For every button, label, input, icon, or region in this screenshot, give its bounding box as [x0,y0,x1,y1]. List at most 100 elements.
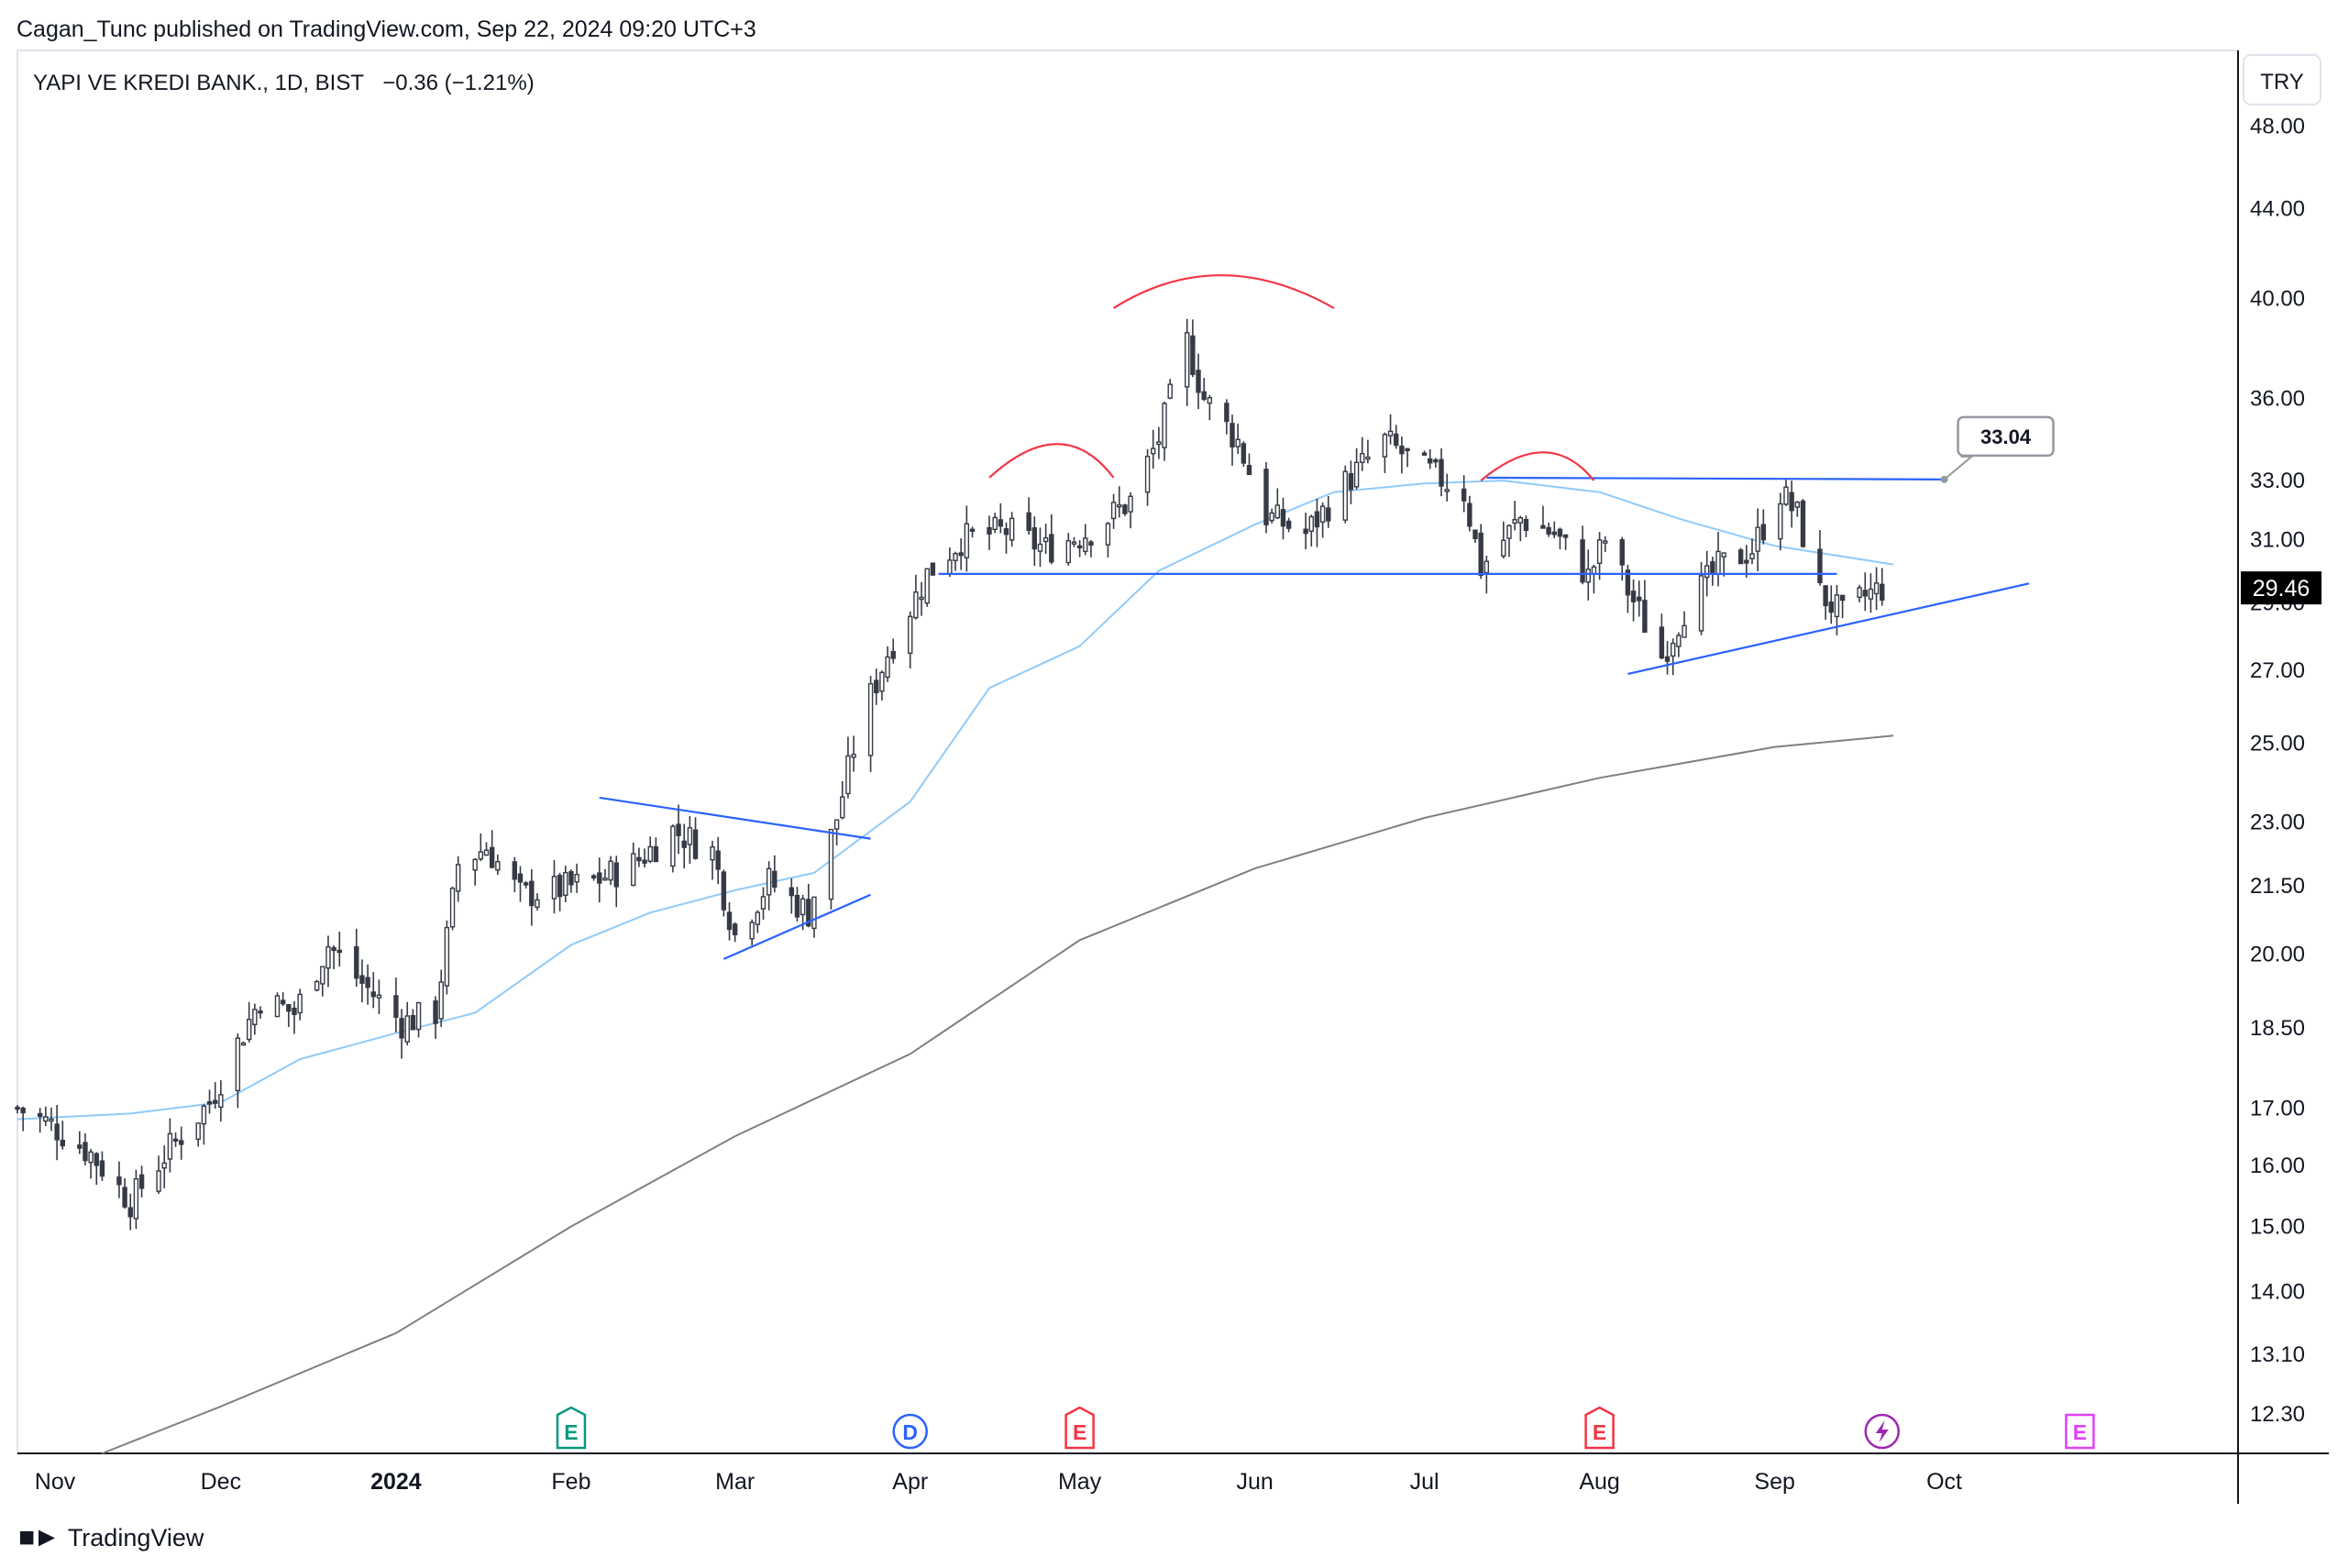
currency-button[interactable]: TRY [2243,54,2321,105]
earnings-marker-shape [1584,1406,1615,1450]
candle [1591,564,1597,594]
candle [20,1106,26,1132]
candle-body [636,856,642,862]
event-marker-label: E [2073,1420,2087,1444]
last-price-bg [2241,571,2321,605]
candle-body [1394,433,1399,447]
x-tick-label: Mar [715,1469,755,1495]
candle [286,1003,292,1027]
candle-body [1387,430,1394,436]
candle [602,868,608,881]
candle [444,920,450,995]
candle-body [258,1010,263,1014]
candle-body [953,553,958,561]
candle [77,1131,83,1154]
candle [1246,453,1252,476]
candle [828,828,834,910]
candle [1880,568,1885,606]
earnings-icon[interactable]: E [556,1406,587,1450]
candle-body [692,829,699,859]
candle-body [1778,502,1783,540]
candle-body [1365,456,1371,460]
candle-body [1562,534,1569,538]
arc-drawing[interactable] [1480,451,1595,481]
tradingview-logo[interactable]: ■► TradingView [18,1522,204,1553]
candle-body [206,1100,213,1105]
y-tick-label: 16.00 [2250,1154,2305,1178]
candle-body [1501,539,1506,558]
candle-body [161,1162,167,1169]
candle [874,668,879,705]
candle [1433,458,1439,468]
lightning-icon[interactable] [1864,1413,1900,1450]
candle-body [879,671,885,692]
candle [833,819,840,845]
candle-body [489,846,495,868]
candle [1760,509,1767,545]
earnings-icon[interactable]: E [2065,1413,2095,1450]
candle [947,547,953,577]
candle-body [1478,532,1483,576]
candle-body [1280,509,1286,527]
candle [867,676,874,772]
candle [676,804,681,855]
candle-body [15,1106,20,1110]
symbol-legend: YAPI VE KREDI BANK., 1D, BIST [33,71,364,95]
candle-body [1003,528,1009,536]
candle-body [1817,548,1823,583]
candle-body [602,878,608,881]
candle-body [1551,531,1557,536]
candle-body [133,1177,139,1220]
x-tick-label: Jul [1410,1469,1439,1495]
candle-body [325,945,331,969]
candle-body [681,840,687,848]
candle [314,979,320,992]
arc-drawing[interactable] [988,443,1115,479]
x-tick-label: Nov [35,1469,76,1495]
candle-body [297,993,303,1014]
trend-line[interactable] [1486,476,1945,480]
candle-body [449,888,456,928]
arc-drawing[interactable] [1113,274,1335,309]
y-tick-label: 36.00 [2250,386,2305,411]
candle-body [755,911,761,925]
earnings-marker-shape [2065,1413,2095,1450]
trend-line[interactable] [722,893,872,960]
candle-body [1439,458,1444,487]
earnings-icon[interactable]: E [1064,1406,1095,1450]
candle [331,944,336,969]
candle [167,1118,173,1173]
candle-body [252,1009,258,1026]
trend-line[interactable] [1627,582,2030,676]
x-tick-label: Apr [892,1469,928,1495]
candle-body [1760,524,1767,541]
candle [456,856,461,902]
price-callout[interactable]: 33.04 [1940,415,2055,483]
candle-body [1857,587,1862,599]
candle-body [1873,582,1880,595]
candle [726,901,733,941]
candle-body [1303,528,1308,535]
earnings-icon[interactable]: E [1584,1406,1615,1450]
candle-body [1671,642,1676,657]
candle [789,878,795,914]
candle-body [433,999,438,1024]
x-tick-label: Jun [1237,1469,1274,1495]
earnings-marker-shape [556,1406,587,1450]
candle [1637,580,1642,617]
callout-pointer [1943,455,1975,480]
dividend-icon[interactable]: D [892,1413,928,1450]
candle [172,1132,179,1147]
candle [179,1126,184,1160]
candle-body [563,871,568,896]
candle-body [37,1112,43,1118]
candle-body [1828,601,1834,613]
trend-line[interactable] [599,796,871,840]
candle [755,910,761,933]
candle-body [1472,529,1478,539]
candle-body [523,882,529,886]
event-marker-label: E [1073,1420,1086,1444]
candle-body [642,859,647,864]
x-tick-label: May [1058,1469,1102,1495]
